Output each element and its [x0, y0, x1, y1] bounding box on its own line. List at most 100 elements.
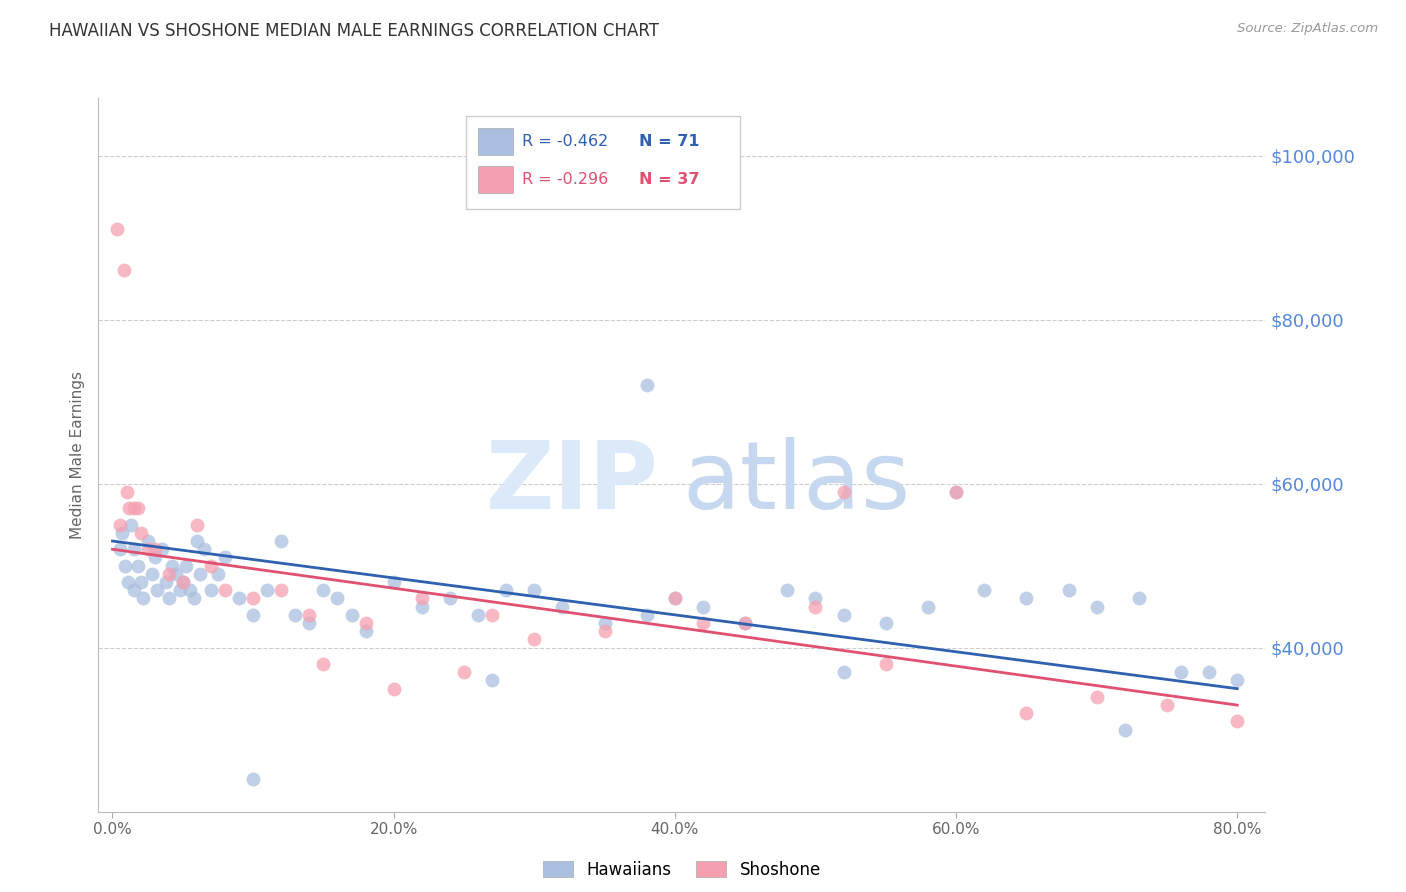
Point — [169, 583, 191, 598]
Point — [593, 616, 616, 631]
Point — [1015, 591, 1038, 606]
Point — [200, 583, 222, 598]
FancyBboxPatch shape — [465, 116, 741, 209]
Point — [150, 542, 173, 557]
Point — [1226, 714, 1249, 729]
Point — [111, 525, 134, 540]
Point — [256, 583, 278, 598]
Point — [636, 378, 658, 392]
FancyBboxPatch shape — [478, 166, 513, 193]
Point — [188, 566, 211, 581]
Point — [132, 591, 155, 606]
Text: ZIP: ZIP — [485, 437, 658, 530]
Text: Source: ZipAtlas.com: Source: ZipAtlas.com — [1237, 22, 1378, 36]
Point — [146, 583, 169, 598]
Point — [105, 222, 128, 236]
Point — [155, 575, 177, 590]
Point — [312, 583, 335, 598]
Point — [141, 566, 163, 581]
Point — [1170, 665, 1192, 680]
Point — [117, 575, 139, 590]
Point — [1015, 706, 1038, 721]
Point — [157, 591, 180, 606]
Point — [593, 624, 616, 639]
Point — [804, 599, 827, 614]
Point — [354, 616, 377, 631]
Point — [242, 607, 264, 622]
Point — [945, 484, 967, 499]
Point — [172, 575, 194, 590]
Point — [411, 599, 433, 614]
Point — [1226, 673, 1249, 688]
Point — [354, 624, 377, 639]
Point — [326, 591, 349, 606]
Point — [115, 484, 138, 499]
Point — [523, 632, 546, 647]
FancyBboxPatch shape — [478, 128, 513, 155]
Text: R = -0.296: R = -0.296 — [522, 172, 609, 187]
Point — [1085, 599, 1108, 614]
Point — [165, 566, 187, 581]
Legend: Hawaiians, Shoshone: Hawaiians, Shoshone — [536, 855, 828, 886]
Point — [160, 558, 183, 573]
Point — [127, 501, 149, 516]
Point — [207, 566, 229, 581]
Point — [179, 583, 201, 598]
Point — [664, 591, 686, 606]
Point — [214, 583, 236, 598]
Point — [129, 575, 152, 590]
Point — [228, 591, 250, 606]
Point — [832, 607, 855, 622]
Point — [183, 591, 205, 606]
Point — [495, 583, 517, 598]
Point — [734, 616, 756, 631]
Point — [172, 575, 194, 590]
Point — [298, 607, 321, 622]
Point — [1085, 690, 1108, 704]
Point — [523, 583, 546, 598]
Point — [1114, 723, 1136, 737]
Point — [114, 558, 136, 573]
Point — [200, 558, 222, 573]
Point — [118, 501, 141, 516]
Point — [122, 542, 145, 557]
Point — [1128, 591, 1150, 606]
Point — [108, 517, 131, 532]
Point — [973, 583, 995, 598]
Point — [193, 542, 215, 557]
Text: HAWAIIAN VS SHOSHONE MEDIAN MALE EARNINGS CORRELATION CHART: HAWAIIAN VS SHOSHONE MEDIAN MALE EARNING… — [49, 22, 659, 40]
Point — [108, 542, 131, 557]
Point — [692, 599, 714, 614]
Point — [804, 591, 827, 606]
Point — [636, 607, 658, 622]
Point — [664, 591, 686, 606]
Point — [453, 665, 475, 680]
Point — [127, 558, 149, 573]
Point — [875, 616, 897, 631]
Point — [776, 583, 799, 598]
Point — [481, 607, 503, 622]
Point — [242, 772, 264, 786]
Point — [382, 575, 405, 590]
Point — [270, 583, 292, 598]
Text: atlas: atlas — [682, 437, 910, 530]
Point — [284, 607, 307, 622]
Point — [411, 591, 433, 606]
Point — [157, 566, 180, 581]
Point — [832, 484, 855, 499]
Point — [214, 550, 236, 565]
Point — [551, 599, 574, 614]
Y-axis label: Median Male Earnings: Median Male Earnings — [70, 371, 86, 539]
Point — [136, 534, 159, 549]
Text: R = -0.462: R = -0.462 — [522, 134, 609, 149]
Point — [945, 484, 967, 499]
Point — [1057, 583, 1080, 598]
Point — [340, 607, 363, 622]
Point — [1198, 665, 1220, 680]
Point — [875, 657, 897, 671]
Point — [136, 542, 159, 557]
Point — [481, 673, 503, 688]
Point — [143, 542, 166, 557]
Point — [917, 599, 939, 614]
Point — [112, 263, 135, 277]
